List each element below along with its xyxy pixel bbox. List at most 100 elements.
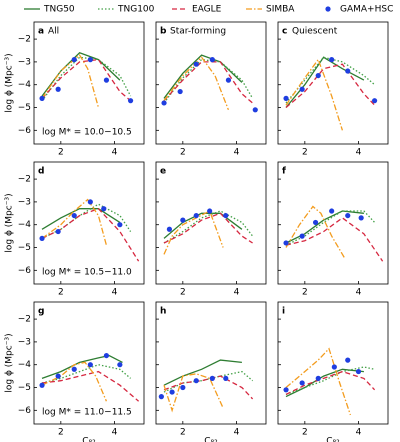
data-point (169, 389, 175, 395)
data-point (283, 95, 289, 101)
data-point (180, 217, 186, 223)
panel-frame (33, 21, 145, 145)
series-line (285, 217, 384, 262)
annotation: log M* = 10.5−11.0 (42, 268, 132, 278)
data-point (209, 57, 215, 63)
x-tick-label: 4 (234, 148, 240, 158)
series-line (41, 52, 121, 97)
data-point (299, 86, 305, 92)
x-tick-label: 2 (58, 148, 64, 158)
series-line (285, 368, 364, 398)
x-tick-label: 2 (58, 288, 64, 298)
data-point (71, 366, 77, 372)
data-point (39, 235, 45, 241)
x-axis-label: C₈₂ (204, 437, 218, 442)
series-line (41, 54, 100, 108)
x-tick-label: 4 (112, 148, 118, 158)
series-line (163, 373, 224, 413)
data-point (329, 208, 335, 214)
data-point (103, 352, 110, 359)
data-point (193, 212, 199, 219)
y-tick-label: −5 (18, 243, 31, 253)
series-line (285, 56, 376, 104)
data-point (329, 57, 335, 63)
series-line (41, 198, 108, 246)
x-tick-label: 2 (58, 428, 64, 438)
panel-label: i (282, 307, 285, 317)
y-tick-label: −4 (18, 80, 32, 90)
y-tick-label: −5 (18, 383, 31, 393)
x-tick-label: 2 (302, 428, 308, 438)
data-point (283, 240, 289, 246)
legend-marker (325, 6, 331, 12)
x-axis-label: C₈₂ (82, 437, 96, 442)
x-tick-label: 4 (356, 428, 362, 438)
series-line (41, 354, 123, 380)
x-tick-label: 2 (302, 148, 308, 158)
data-point (166, 226, 173, 232)
data-point (117, 222, 123, 228)
series-line (163, 212, 243, 239)
series-line (41, 364, 132, 384)
data-point (299, 380, 305, 386)
data-point (101, 206, 107, 212)
panel-label: h (160, 307, 166, 317)
data-point (345, 212, 351, 219)
data-point (71, 57, 77, 63)
data-point (177, 88, 183, 95)
series-line (285, 347, 352, 416)
panel-frame (155, 161, 267, 285)
data-point (358, 215, 364, 221)
annotation: log M* = 11.0−11.5 (42, 408, 132, 418)
data-point (331, 364, 337, 370)
data-point (193, 378, 199, 384)
y-axis-label: log ϕ (Mpc⁻³) (5, 53, 15, 112)
data-point (39, 95, 45, 101)
data-point (209, 375, 215, 381)
y-tick-label: −2 (18, 35, 31, 45)
y-tick-label: −2 (18, 315, 31, 325)
data-point (371, 98, 378, 104)
series-line (285, 58, 344, 131)
series-line (163, 56, 230, 111)
data-point (315, 72, 321, 79)
data-point (223, 375, 229, 381)
data-point (117, 362, 123, 368)
column-title: Quiescent (292, 27, 338, 37)
panel-frame (277, 301, 389, 425)
panel-label: f (282, 167, 286, 177)
legend-label: EAGLE (192, 5, 222, 15)
panel-frame (277, 21, 389, 145)
data-point (345, 357, 351, 363)
panel-frame (155, 21, 267, 145)
series-line (285, 366, 375, 396)
panel-frame (33, 301, 145, 425)
x-axis-label: C₈₂ (326, 437, 340, 442)
panel-label: g (38, 307, 44, 317)
y-tick-label: −5 (18, 103, 31, 113)
data-point (158, 394, 164, 400)
column-title: All (48, 27, 59, 37)
series-line (41, 58, 132, 102)
x-tick-label: 2 (302, 288, 308, 298)
series-line (41, 208, 121, 230)
y-tick-label: −6 (18, 266, 32, 276)
data-point (127, 98, 134, 104)
data-point (39, 382, 45, 388)
y-axis-label: log ϕ (Mpc⁻³) (5, 193, 15, 252)
y-tick-label: −6 (18, 406, 32, 416)
data-point (55, 373, 61, 379)
data-point (299, 233, 305, 239)
data-point (193, 61, 199, 67)
panel-label: b (160, 27, 167, 37)
y-tick-label: −3 (18, 337, 31, 347)
column-title: Star-forming (170, 27, 226, 37)
data-point (283, 387, 289, 393)
series-line (163, 61, 254, 104)
data-point (223, 212, 229, 219)
data-point (87, 362, 93, 368)
series-line (163, 54, 243, 99)
series-line (285, 63, 376, 108)
series-line (163, 359, 242, 386)
